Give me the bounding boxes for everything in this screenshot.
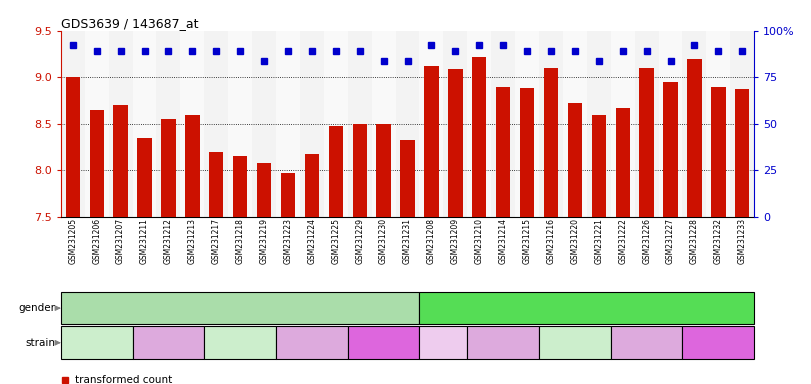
Text: Cambridge: Cambridge	[285, 338, 339, 348]
Text: Hikone: Hikone	[367, 338, 401, 348]
Bar	[496, 87, 510, 217]
Bar	[592, 114, 606, 217]
Text: female: female	[568, 303, 606, 313]
Bar	[161, 119, 176, 217]
Bar	[639, 68, 654, 217]
Bar	[305, 154, 319, 217]
Bar	[587, 31, 611, 217]
Bar	[659, 31, 683, 217]
Bar	[491, 31, 515, 217]
Bar	[281, 173, 295, 217]
Bar	[448, 69, 462, 217]
Text: GDS3639 / 143687_at: GDS3639 / 143687_at	[61, 17, 199, 30]
Bar	[539, 31, 563, 217]
Bar	[61, 31, 84, 217]
Bar	[66, 77, 80, 217]
Bar	[252, 31, 276, 217]
Bar	[209, 152, 223, 217]
Bar	[424, 66, 439, 217]
Bar	[444, 31, 467, 217]
Bar	[324, 31, 348, 217]
Bar	[137, 138, 152, 217]
Text: Glasgow: Glasgow	[554, 338, 595, 348]
Bar	[663, 82, 678, 217]
Text: France: France	[80, 338, 113, 348]
Bar	[711, 87, 726, 217]
Bar	[228, 31, 252, 217]
Bar	[396, 31, 419, 217]
Bar	[515, 31, 539, 217]
Bar	[419, 31, 444, 217]
Bar	[563, 31, 587, 217]
Bar	[731, 31, 754, 217]
Bar	[706, 31, 731, 217]
Text: France: France	[427, 338, 460, 348]
Bar	[371, 31, 396, 217]
Bar	[328, 126, 343, 217]
Bar	[568, 103, 582, 217]
Bar	[616, 108, 630, 217]
Bar	[84, 31, 109, 217]
Bar	[300, 31, 324, 217]
Bar	[348, 31, 371, 217]
Bar	[472, 57, 487, 217]
Bar	[185, 114, 200, 217]
Bar	[687, 59, 702, 217]
Text: Cambridge: Cambridge	[620, 338, 673, 348]
Bar	[353, 124, 367, 217]
Text: male: male	[226, 303, 254, 313]
Text: Hikone: Hikone	[702, 338, 735, 348]
Bar	[401, 140, 414, 217]
Bar	[735, 89, 749, 217]
Bar	[132, 31, 157, 217]
Bar	[520, 88, 534, 217]
Bar	[89, 110, 104, 217]
Bar	[276, 31, 300, 217]
Bar	[204, 31, 228, 217]
Bar	[544, 68, 558, 217]
Bar	[180, 31, 204, 217]
Bar	[635, 31, 659, 217]
Text: strain: strain	[25, 338, 55, 348]
Text: transformed count: transformed count	[75, 375, 173, 384]
Text: gender: gender	[18, 303, 55, 313]
Bar	[257, 163, 271, 217]
Text: Glasgow: Glasgow	[220, 338, 261, 348]
Bar	[683, 31, 706, 217]
Bar	[114, 105, 128, 217]
Bar	[611, 31, 635, 217]
Bar	[109, 31, 132, 217]
Text: Antigua: Antigua	[484, 338, 522, 348]
Bar	[376, 124, 391, 217]
Bar	[157, 31, 180, 217]
Bar	[233, 156, 247, 217]
Bar	[467, 31, 491, 217]
Text: Antigua: Antigua	[149, 338, 187, 348]
